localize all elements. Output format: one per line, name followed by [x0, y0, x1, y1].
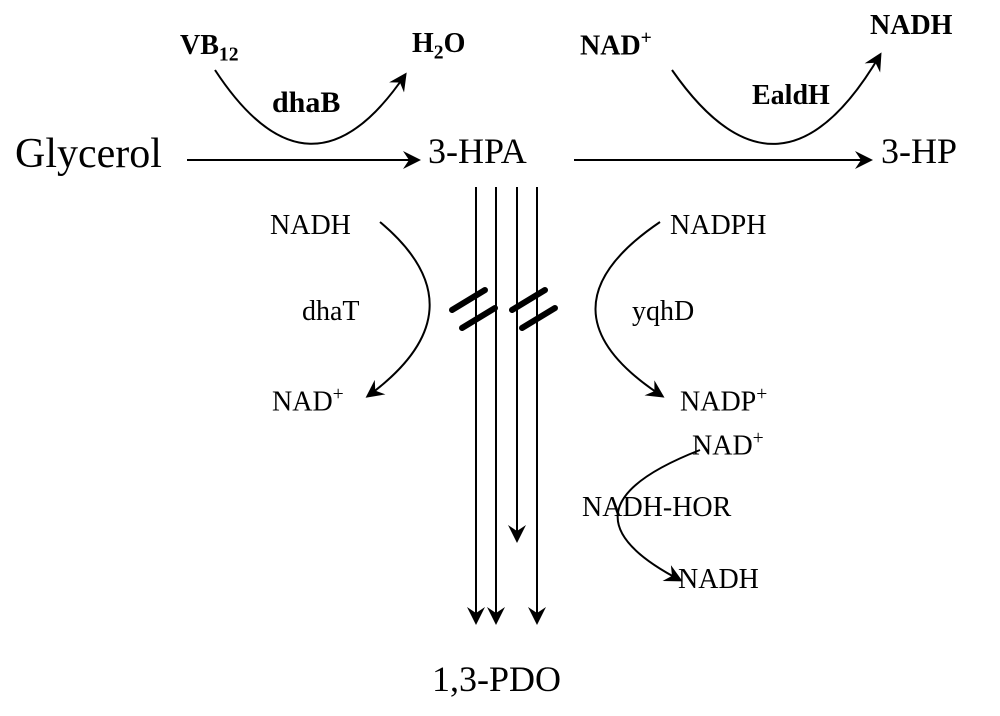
node-3-hp: 3-HP — [881, 130, 957, 172]
label-nadph-right: NADPH — [670, 210, 766, 242]
knockout-slash-3 — [522, 308, 555, 328]
enzyme-nadh-hor: NADH-HOR — [582, 492, 731, 524]
enzyme-dhat: dhaT — [302, 296, 360, 328]
label-nadp-plus-br: NADP+ — [680, 384, 767, 418]
enzyme-ealdh: EaldH — [752, 80, 830, 112]
diagram-canvas: Glycerol 3-HPA 3-HP 1,3-PDO VB12 H2O NAD… — [0, 0, 1000, 716]
label-h2o: H2O — [412, 28, 465, 65]
label-nadh-left: NADH — [270, 210, 351, 242]
node-3-hpa: 3-HPA — [428, 130, 527, 172]
label-nadh-top: NADH — [870, 10, 952, 42]
enzyme-dhab: dhaB — [272, 86, 340, 120]
knockout-slash-0 — [452, 290, 485, 310]
curve-c_dhaT — [368, 222, 430, 396]
label-nadh-bot: NADH — [678, 564, 759, 596]
label-vb12: VB12 — [180, 30, 239, 67]
node-glycerol: Glycerol — [15, 130, 162, 178]
knockout-slash-2 — [512, 290, 545, 310]
label-nad-plus-bl: NAD+ — [272, 384, 344, 418]
node-1-3-pdo: 1,3-PDO — [432, 658, 561, 700]
knockout-slash-1 — [462, 308, 495, 328]
diagram-svg — [0, 0, 1000, 716]
enzyme-yqhd: yqhD — [632, 296, 694, 328]
label-nad-plus-top: NAD+ — [580, 28, 652, 62]
label-nad-plus-mid: NAD+ — [692, 428, 764, 462]
